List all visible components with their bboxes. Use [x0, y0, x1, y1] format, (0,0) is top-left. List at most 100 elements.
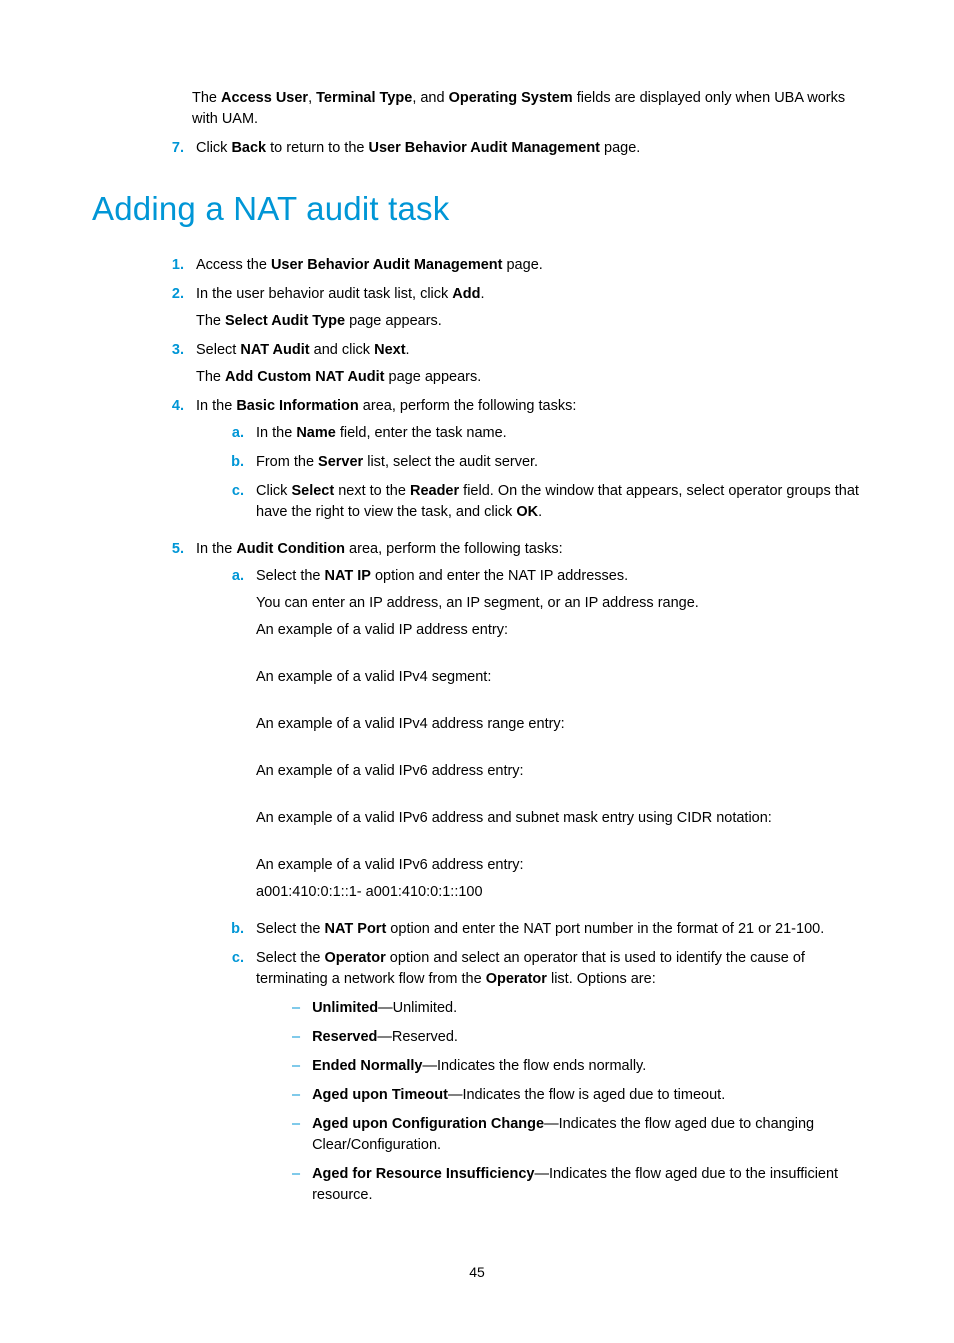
- text: field, enter the task name.: [336, 425, 507, 441]
- text-bold: Aged for Resource Insufficiency: [312, 1166, 534, 1182]
- text: area, perform the following tasks:: [359, 398, 577, 414]
- step-2: 2. In the user behavior audit task list,…: [152, 284, 862, 332]
- text-bold: Operator: [325, 950, 386, 966]
- text-bold: Ended Normally: [312, 1058, 422, 1074]
- text-bold: Add: [452, 286, 480, 302]
- text: list. Options are:: [547, 971, 656, 987]
- example-label: An example of a valid IPv4 segment:: [256, 667, 862, 688]
- list-number: 7.: [152, 138, 184, 159]
- list-body: Select NAT Audit and click Next. The Add…: [196, 340, 862, 388]
- operator-option: – Ended Normally—Indicates the flow ends…: [292, 1056, 862, 1077]
- list-number: 3.: [152, 340, 184, 361]
- text-bold: Basic Information: [236, 398, 358, 414]
- text: In the: [256, 425, 296, 441]
- text: .: [406, 342, 410, 358]
- section-heading: Adding a NAT audit task: [92, 185, 862, 233]
- text: From the: [256, 454, 318, 470]
- text: Access the: [196, 257, 271, 273]
- list-body: Select the NAT Port option and enter the…: [256, 919, 862, 940]
- page-number: 45: [92, 1262, 862, 1282]
- step-1: 1. Access the User Behavior Audit Manage…: [152, 255, 862, 276]
- text: Select the: [256, 950, 325, 966]
- dash-icon: –: [292, 1164, 300, 1185]
- operator-option: – Aged for Resource Insufficiency—Indica…: [292, 1164, 862, 1206]
- example-label: An example of a valid IPv6 address and s…: [256, 808, 862, 829]
- list-number: c.: [224, 481, 244, 502]
- text-bold: Name: [296, 425, 336, 441]
- list-number: a.: [224, 423, 244, 444]
- text: and click: [310, 342, 374, 358]
- step-5: 5. In the Audit Condition area, perform …: [152, 539, 862, 1222]
- text: page appears.: [345, 313, 442, 329]
- text: .: [538, 504, 542, 520]
- list-number: b.: [224, 919, 244, 940]
- sub-text: The Add Custom NAT Audit page appears.: [196, 367, 862, 388]
- example-value: a001:410:0:1::1- a001:410:0:1::100: [256, 882, 862, 903]
- list-body: From the Server list, select the audit s…: [256, 452, 862, 473]
- list-number: 2.: [152, 284, 184, 305]
- text: page.: [502, 257, 542, 273]
- step-5c: c. Select the Operator option and select…: [224, 948, 862, 1214]
- example-label: An example of a valid IP address entry:: [256, 620, 862, 641]
- list-number: a.: [224, 566, 244, 587]
- operator-option: – Reserved—Reserved.: [292, 1027, 862, 1048]
- text: Select the: [256, 568, 325, 584]
- text-bold: Aged upon Timeout: [312, 1087, 448, 1103]
- list-number: c.: [224, 948, 244, 969]
- text-bold: Next: [374, 342, 405, 358]
- step-4: 4. In the Basic Information area, perfor…: [152, 396, 862, 531]
- list-body: Access the User Behavior Audit Managemen…: [196, 255, 862, 276]
- text: option and enter the NAT port number in …: [386, 921, 824, 937]
- dash-icon: –: [292, 1114, 300, 1135]
- text-bold: Aged upon Configuration Change: [312, 1116, 544, 1132]
- text: The: [196, 369, 225, 385]
- text: page appears.: [385, 369, 482, 385]
- list-number: b.: [224, 452, 244, 473]
- text: Select the: [256, 921, 325, 937]
- list-body: In the user behavior audit task list, cl…: [196, 284, 862, 332]
- dash-icon: –: [292, 1027, 300, 1048]
- text: In the: [196, 541, 236, 557]
- text: Click: [196, 140, 231, 156]
- operator-option: – Aged upon Timeout—Indicates the flow i…: [292, 1085, 862, 1106]
- example-label: An example of a valid IPv6 address entry…: [256, 761, 862, 782]
- list-body: In the Name field, enter the task name.: [256, 423, 862, 444]
- text-bold: User Behavior Audit Management: [369, 140, 601, 156]
- sub-text: The Select Audit Type page appears.: [196, 311, 862, 332]
- dash-icon: –: [292, 998, 300, 1019]
- operator-options-list: – Unlimited—Unlimited. – Reserved—Reserv…: [292, 998, 862, 1206]
- text: —Indicates the flow ends normally.: [422, 1058, 646, 1074]
- step-5b: b. Select the NAT Port option and enter …: [224, 919, 862, 940]
- list-number: 4.: [152, 396, 184, 417]
- text-bold: Access User: [221, 90, 308, 106]
- step-5a: a. Select the NAT IP option and enter th…: [224, 566, 862, 911]
- dash-icon: –: [292, 1056, 300, 1077]
- text-bold: Unlimited: [312, 1000, 378, 1016]
- text: .: [480, 286, 484, 302]
- text: , and: [412, 90, 448, 106]
- text: The: [196, 313, 225, 329]
- text: Click: [256, 483, 291, 499]
- text-bold: Reserved: [312, 1029, 377, 1045]
- text: page.: [600, 140, 640, 156]
- step-4a: a. In the Name field, enter the task nam…: [224, 423, 862, 444]
- text-bold: Server: [318, 454, 363, 470]
- text-bold: Terminal Type: [316, 90, 412, 106]
- text-bold: Operating System: [449, 90, 573, 106]
- operator-option: – Unlimited—Unlimited.: [292, 998, 862, 1019]
- list-body: Select the NAT IP option and enter the N…: [256, 566, 862, 911]
- text-bold: Reader: [410, 483, 459, 499]
- example-label: An example of a valid IPv6 address entry…: [256, 855, 862, 876]
- text-bold: User Behavior Audit Management: [271, 257, 503, 273]
- text: —Indicates the flow is aged due to timeo…: [448, 1087, 725, 1103]
- list-body: Select the Operator option and select an…: [256, 948, 862, 1214]
- list-number: 1.: [152, 255, 184, 276]
- text: list, select the audit server.: [363, 454, 538, 470]
- step-4c: c. Click Select next to the Reader field…: [224, 481, 862, 523]
- text: Select: [196, 342, 240, 358]
- text-bold: Select Audit Type: [225, 313, 345, 329]
- step-3: 3. Select NAT Audit and click Next. The …: [152, 340, 862, 388]
- text-bold: Audit Condition: [236, 541, 345, 557]
- list-body: Click Select next to the Reader field. O…: [256, 481, 862, 523]
- text: to return to the: [266, 140, 368, 156]
